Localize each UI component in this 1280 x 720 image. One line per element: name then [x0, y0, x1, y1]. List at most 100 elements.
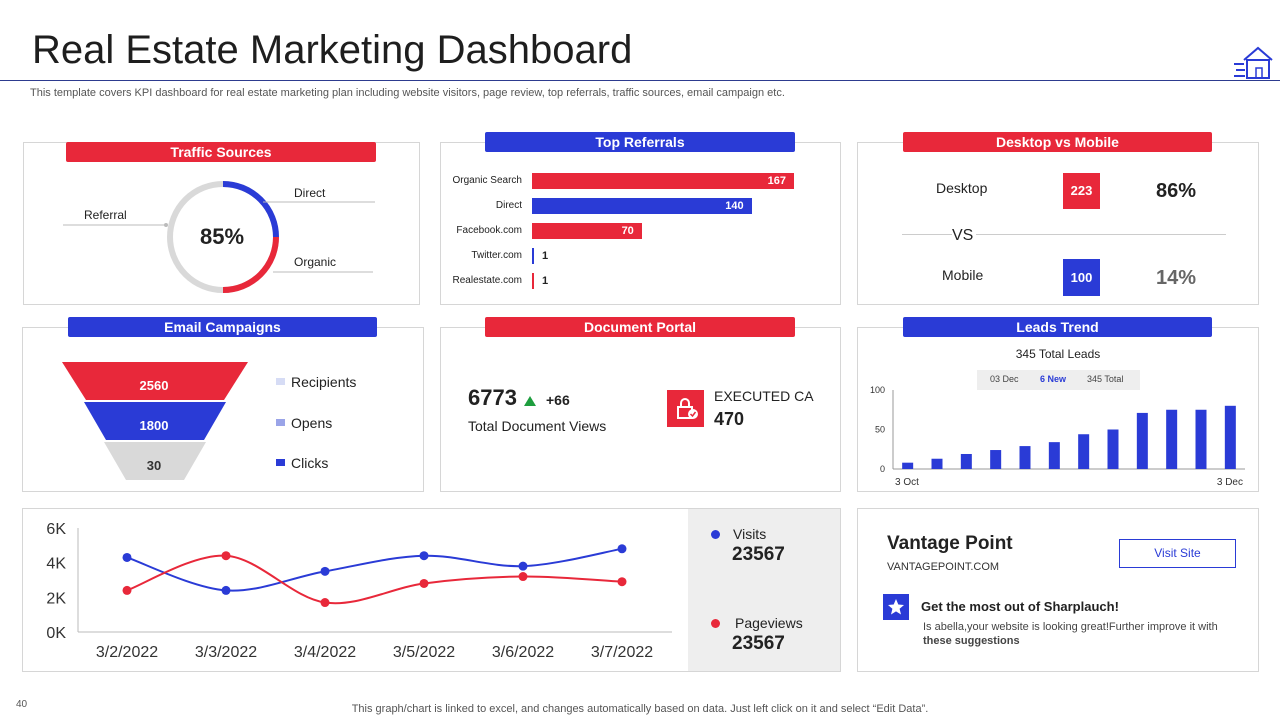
desktop-value: 223 — [1063, 173, 1100, 209]
series-visits-point — [518, 561, 528, 571]
visit-site-button[interactable]: Visit Site — [1119, 539, 1236, 568]
referral-label: Facebook.com — [456, 225, 522, 236]
referral-bar — [532, 173, 794, 189]
visits-dot-icon — [711, 530, 720, 539]
tip-suggestions-link[interactable]: these suggestions — [923, 635, 1020, 647]
referral-value: 140 — [725, 200, 744, 212]
tooltip-total: 345 Total — [1087, 374, 1124, 384]
visits-value: 23567 — [732, 544, 785, 565]
legend-opens: Opens — [291, 415, 333, 431]
series-visits-line — [126, 547, 623, 592]
desktop-mobile-panel — [857, 142, 1259, 305]
referral-bar — [532, 198, 752, 214]
house-icon — [1232, 44, 1276, 82]
traffic-donut — [63, 181, 375, 293]
traffic-sources-panel — [23, 142, 420, 305]
leads-bar — [1019, 446, 1031, 469]
leads-total-label: 345 Total Leads — [1015, 347, 1101, 361]
referral-label: Direct — [495, 200, 522, 211]
vantage-name: Vantage Point — [887, 533, 1013, 554]
mobile-value: 100 — [1063, 259, 1100, 296]
email-campaigns-header: Email Campaigns — [68, 317, 377, 337]
page-subtitle: This template covers KPI dashboard for r… — [30, 87, 785, 99]
line-x-tick: 3/3/2022 — [195, 644, 257, 661]
email-funnel — [62, 362, 248, 480]
series-pageviews-point — [320, 598, 330, 608]
traffic-center-value: 85% — [199, 224, 245, 249]
referral-bar — [532, 273, 534, 289]
executed-label: EXECUTED CA — [714, 388, 814, 404]
leads-x-end: 3 Dec — [1217, 477, 1243, 488]
legend-swatch-recipients — [276, 378, 285, 385]
desktop-label: Desktop — [936, 180, 988, 196]
series-pageviews-point — [419, 578, 429, 588]
tooltip-new: 6 New — [1040, 374, 1067, 384]
funnel-value-clicks: 30 — [146, 458, 162, 473]
visits-line-chart: 0K 2K 4K 6K 3/2/2022 3/3/2022 3/4/2022 3/5/2022… — [46, 521, 672, 661]
document-views-value: 6773 — [468, 385, 517, 410]
line-y-tick: 2K — [46, 590, 66, 607]
funnel-clicks — [104, 442, 206, 480]
leads-bar — [902, 462, 914, 469]
referral-value: 167 — [767, 175, 786, 187]
referral-bar — [532, 248, 534, 264]
series-visits-point — [122, 552, 132, 562]
line-x-tick: 3/7/2022 — [591, 644, 653, 661]
donut-direct-arc — [222, 181, 279, 238]
series-visits-point — [419, 551, 429, 561]
funnel-recipients — [62, 362, 248, 400]
funnel-opens — [84, 402, 226, 440]
donut-organic-arc — [222, 236, 279, 293]
leads-bar-chart: 0 50 100 3 Oct 3 Dec — [870, 385, 1245, 488]
desktop-percent: 86% — [1156, 180, 1197, 202]
footer-note: This graph/chart is linked to excel, and… — [351, 703, 929, 715]
line-x-tick: 3/2/2022 — [96, 644, 158, 661]
traffic-sources-header: Traffic Sources — [66, 142, 376, 162]
line-x-tick: 3/4/2022 — [294, 644, 356, 661]
traffic-label-referral: Referral — [84, 208, 127, 222]
leads-tooltip: 03 Dec 6 New 345 Total — [977, 370, 1140, 390]
leads-bar — [960, 453, 972, 469]
mobile-label: Mobile — [942, 267, 984, 283]
referral-label: Twitter.com — [471, 250, 522, 261]
legend-swatch-clicks — [276, 459, 285, 466]
star-icon — [883, 594, 909, 620]
pageviews-dot-icon — [711, 619, 720, 628]
leads-y-tick: 50 — [875, 425, 885, 435]
legend-swatch-opens — [276, 419, 285, 426]
series-pageviews-point — [518, 572, 528, 582]
series-pageviews-point — [221, 551, 231, 561]
referral-value: 1 — [542, 275, 549, 287]
leads-x-start: 3 Oct — [895, 477, 919, 488]
document-portal-header: Document Portal — [485, 317, 795, 337]
series-pageviews-line — [126, 554, 623, 605]
leads-bar — [1224, 405, 1236, 469]
series-visits-point — [320, 566, 330, 576]
vs-label: VS — [952, 227, 974, 244]
referral-bar — [532, 223, 642, 239]
line-x-tick: 3/6/2022 — [492, 644, 554, 661]
referral-label: Organic Search — [452, 175, 522, 186]
document-views-label: Total Document Views — [468, 418, 607, 434]
tip-title: Get the most out of Sharplauch! — [921, 599, 1119, 614]
line-y-tick: 4K — [46, 556, 66, 573]
line-x-tick: 3/5/2022 — [393, 644, 455, 661]
series-visits-point — [617, 544, 627, 554]
pageviews-value: 23567 — [732, 633, 785, 654]
line-y-tick: 6K — [46, 521, 66, 538]
leads-bar — [1048, 442, 1060, 469]
series-pageviews-point — [122, 585, 132, 595]
leads-bar — [1136, 412, 1148, 469]
referral-label: Realestate.com — [452, 275, 522, 286]
referral-value: 1 — [542, 250, 549, 262]
mobile-percent: 14% — [1156, 267, 1197, 289]
top-referrals-header: Top Referrals — [485, 132, 795, 152]
referral-value: 70 — [621, 225, 634, 237]
page-number: 40 — [16, 699, 28, 710]
desktop-mobile-header: Desktop vs Mobile — [903, 132, 1212, 152]
referral-bars: Organic Search 167 Direct 140 Facebook.com 70… — [440, 172, 841, 292]
leads-bar — [990, 450, 1002, 469]
vantage-url[interactable]: VANTAGEPOINT.COM — [887, 561, 1000, 573]
leads-bar — [1107, 429, 1119, 469]
visits-label: Visits — [733, 526, 767, 542]
